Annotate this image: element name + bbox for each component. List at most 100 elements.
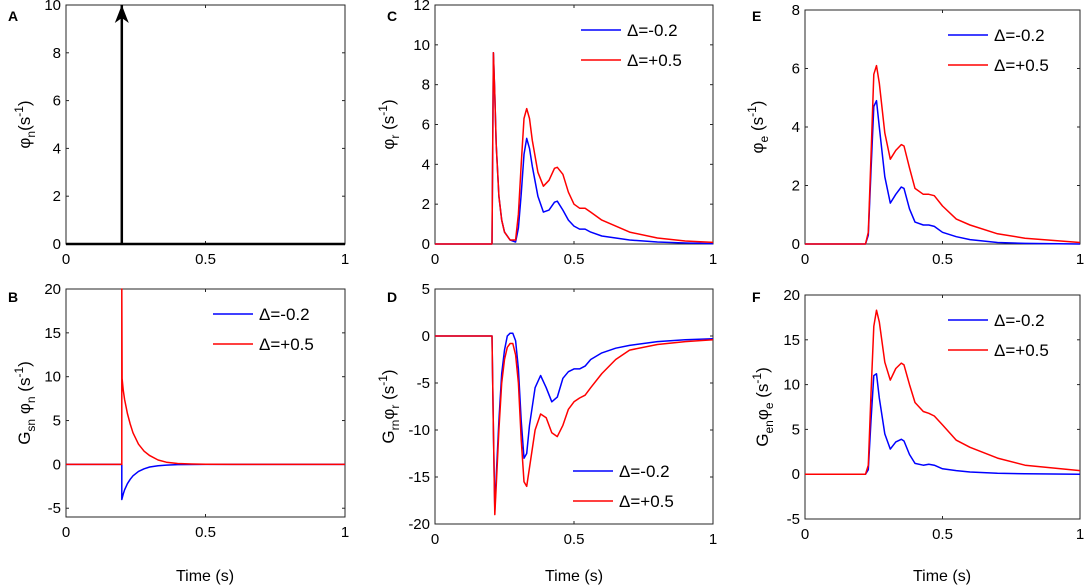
x-axis-label: Time (s) bbox=[913, 568, 971, 585]
y-tick-label: 15 bbox=[783, 332, 800, 349]
legend-label: Δ=-0.2 bbox=[619, 462, 670, 481]
y-tick-label: 4 bbox=[422, 156, 430, 173]
y-label-sup: -1 bbox=[376, 375, 390, 386]
panel-d: D Grnφr (s-1) Time (s) 0 0.5 1-20-15-10-50… bbox=[376, 281, 717, 585]
y-tick-label: -15 bbox=[408, 469, 430, 486]
y-axis-label: φn(s-1) bbox=[12, 100, 38, 148]
series-line bbox=[805, 373, 1080, 475]
y-tick-label: 5 bbox=[53, 413, 61, 430]
y-label-main: φ bbox=[15, 138, 34, 149]
arrowhead bbox=[114, 5, 129, 23]
legend-label: Δ=+0.5 bbox=[627, 51, 682, 70]
y-label-sub2: e bbox=[762, 402, 776, 409]
y-tick-label: 6 bbox=[792, 61, 800, 78]
y-label-main2: φ bbox=[753, 409, 772, 420]
panel-e: E φe (s-1) 0 0.5 1 0 2 4 6 8 Δ=-0.2 Δ=+0.5 bbox=[745, 2, 1084, 268]
x-tick-label: 1 bbox=[709, 251, 717, 268]
series-line bbox=[805, 309, 1080, 475]
y-tick-label: -5 bbox=[787, 511, 800, 528]
panel-b: B Gsn φn (s-1) Time (s) 0 0.5 1-505101520Δ… bbox=[8, 281, 349, 585]
panel-letter: F bbox=[752, 289, 761, 305]
axes-box bbox=[434, 4, 714, 245]
series-line bbox=[435, 335, 713, 516]
y-label-sub2: r bbox=[388, 405, 402, 409]
series-line bbox=[435, 52, 713, 245]
y-axis-label: φr (s-1) bbox=[376, 99, 402, 149]
y-tick-label: 0 bbox=[792, 466, 800, 483]
y-axis-label: φe (s-1) bbox=[745, 101, 771, 154]
x-tick-label: 0.5 bbox=[932, 526, 953, 543]
y-label-close: ) bbox=[15, 361, 34, 367]
x-tick-label: 1 bbox=[341, 251, 349, 268]
panel-f: F Genφe (s-1) Time (s) 0 0.5 1-505101520Δ=… bbox=[750, 287, 1084, 585]
y-label-unit: (s bbox=[379, 386, 398, 405]
legend-label: Δ=+0.5 bbox=[619, 492, 674, 511]
x-axis-label: Time (s) bbox=[176, 568, 234, 585]
y-tick-label: 0 bbox=[53, 456, 61, 473]
y-label-main2: φ bbox=[379, 409, 398, 420]
y-tick-label: 2 bbox=[792, 178, 800, 195]
legend-label: Δ=+0.5 bbox=[994, 341, 1049, 360]
y-label-sub: n bbox=[24, 131, 38, 138]
x-tick-label: 0 bbox=[801, 526, 809, 543]
y-tick-label: 8 bbox=[792, 2, 800, 19]
y-tick-label: -20 bbox=[408, 516, 430, 533]
y-label-sub: sn bbox=[24, 419, 38, 432]
y-tick-label: -10 bbox=[408, 422, 430, 439]
panel-letter: C bbox=[387, 8, 397, 24]
y-tick-label: 2 bbox=[53, 188, 61, 205]
y-label-main: G bbox=[753, 434, 772, 447]
y-tick-label: 10 bbox=[44, 0, 61, 14]
axes-box bbox=[65, 4, 346, 245]
y-label-main: φ bbox=[748, 142, 767, 153]
legend-label: Δ=+0.5 bbox=[994, 56, 1049, 75]
y-tick-label: -5 bbox=[48, 500, 61, 517]
x-tick-label: 0 bbox=[431, 531, 439, 548]
x-tick-label: 0 bbox=[62, 524, 70, 541]
y-label-main2: φ bbox=[15, 403, 34, 419]
y-label-close: ) bbox=[748, 101, 767, 107]
y-tick-label: 15 bbox=[44, 325, 61, 342]
x-tick-label: 0.5 bbox=[564, 251, 585, 268]
y-label-close: ) bbox=[753, 367, 772, 373]
y-tick-label: 5 bbox=[792, 421, 800, 438]
y-tick-label: 5 bbox=[422, 281, 430, 298]
y-label-sup: -1 bbox=[12, 106, 26, 117]
y-label-unit: (s bbox=[15, 117, 34, 131]
x-axis-label: Time (s) bbox=[545, 568, 603, 585]
y-label-close: ) bbox=[379, 369, 398, 375]
y-label-close: ) bbox=[379, 99, 398, 105]
y-axis-label: Genφe (s-1) bbox=[750, 367, 776, 447]
y-label-sub2: n bbox=[24, 396, 38, 403]
series-line bbox=[66, 463, 345, 501]
y-label-unit: (s bbox=[15, 378, 34, 397]
y-tick-label: 10 bbox=[783, 377, 800, 394]
x-tick-label: 1 bbox=[1076, 526, 1084, 543]
y-label-sub: r bbox=[388, 135, 402, 139]
y-label-main: G bbox=[15, 432, 34, 445]
y-tick-label: 8 bbox=[53, 45, 61, 62]
y-tick-label: 2 bbox=[422, 196, 430, 213]
y-tick-label: 8 bbox=[422, 77, 430, 94]
y-axis-label: Grnφr (s-1) bbox=[376, 369, 402, 443]
y-tick-label: -5 bbox=[417, 375, 430, 392]
y-tick-label: 0 bbox=[53, 236, 61, 253]
legend-label: Δ=-0.2 bbox=[994, 311, 1045, 330]
x-tick-label: 0 bbox=[62, 251, 70, 268]
x-tick-label: 1 bbox=[709, 531, 717, 548]
series-line bbox=[435, 332, 713, 511]
y-tick-label: 0 bbox=[422, 236, 430, 253]
y-tick-label: 6 bbox=[422, 117, 430, 134]
x-tick-label: 0 bbox=[431, 251, 439, 268]
x-tick-label: 1 bbox=[1076, 251, 1084, 268]
y-tick-label: 10 bbox=[413, 37, 430, 54]
y-tick-label: 20 bbox=[783, 287, 800, 304]
series-line bbox=[805, 99, 1080, 245]
panel-letter: B bbox=[8, 289, 18, 305]
y-tick-label: 10 bbox=[44, 369, 61, 386]
legend-label: Δ=-0.2 bbox=[627, 21, 678, 40]
y-tick-label: 0 bbox=[792, 236, 800, 253]
y-label-sup: -1 bbox=[12, 367, 26, 378]
